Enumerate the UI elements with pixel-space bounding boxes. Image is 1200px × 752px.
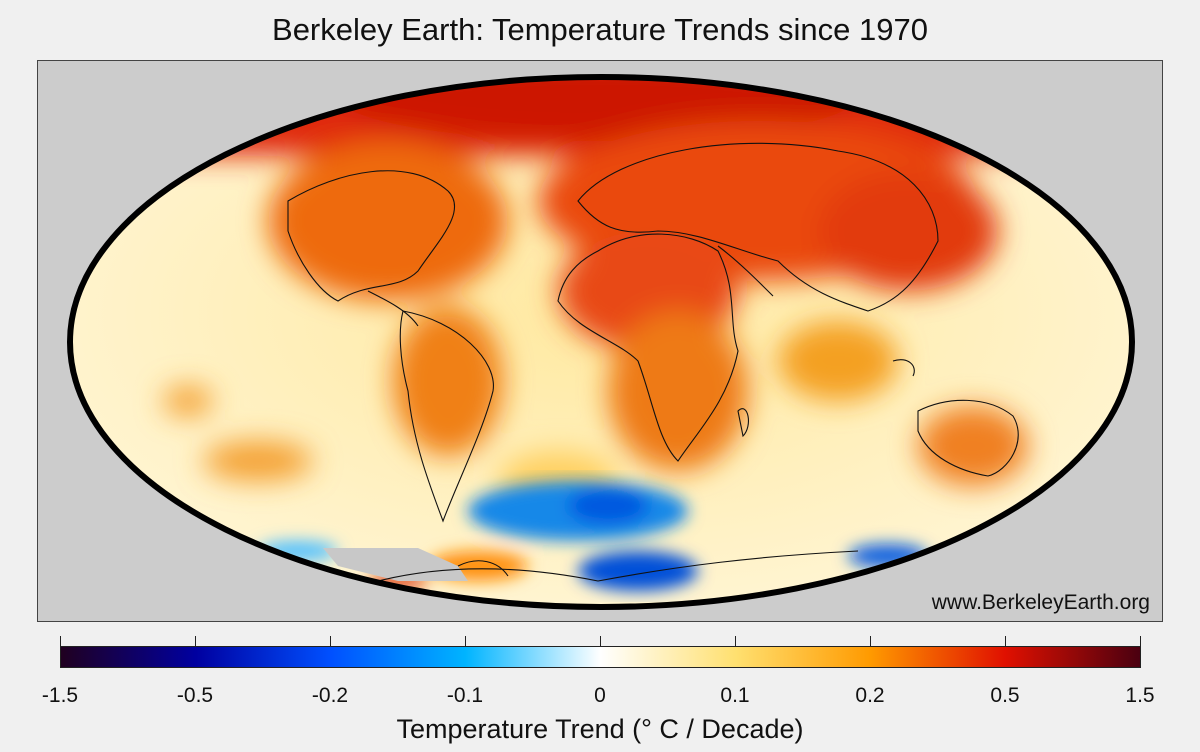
colorbar-gradient bbox=[60, 646, 1141, 668]
colorbar-tick bbox=[600, 636, 601, 646]
map-outline bbox=[67, 74, 1135, 610]
world-map bbox=[67, 74, 1135, 610]
colorbar-tick-label: 0.1 bbox=[720, 684, 750, 707]
colorbar-tick bbox=[1005, 636, 1006, 646]
colorbar-tick-label: -0.1 bbox=[446, 684, 484, 707]
colorbar-tick-label: 0.2 bbox=[855, 684, 885, 707]
colorbar-tick bbox=[1140, 636, 1141, 646]
colorbar-tick bbox=[60, 636, 61, 646]
colorbar-tick bbox=[330, 636, 331, 646]
trend-field bbox=[70, 77, 1132, 607]
colorbar-label: Temperature Trend (° C / Decade) bbox=[396, 714, 804, 744]
colorbar bbox=[60, 636, 1141, 670]
credit-text: www.BerkeleyEarth.org bbox=[931, 591, 1150, 614]
colorbar-tick bbox=[195, 636, 196, 646]
colorbar-tick-label: -0.2 bbox=[311, 684, 349, 707]
colorbar-tick-label: -1.5 bbox=[41, 684, 79, 707]
coastlines bbox=[287, 142, 1019, 582]
colorbar-tick bbox=[870, 636, 871, 646]
colorbar-tick-label: -0.5 bbox=[176, 684, 214, 707]
colorbar-tick bbox=[735, 636, 736, 646]
map-panel: www.BerkeleyEarth.org bbox=[37, 60, 1163, 622]
colorbar-tick-label: 0.5 bbox=[990, 684, 1020, 707]
colorbar-tick-label: 0 bbox=[594, 684, 606, 707]
chart-title: Berkeley Earth: Temperature Trends since… bbox=[272, 12, 928, 47]
colorbar-tick-label: 1.5 bbox=[1125, 684, 1155, 707]
colorbar-tick bbox=[465, 636, 466, 646]
